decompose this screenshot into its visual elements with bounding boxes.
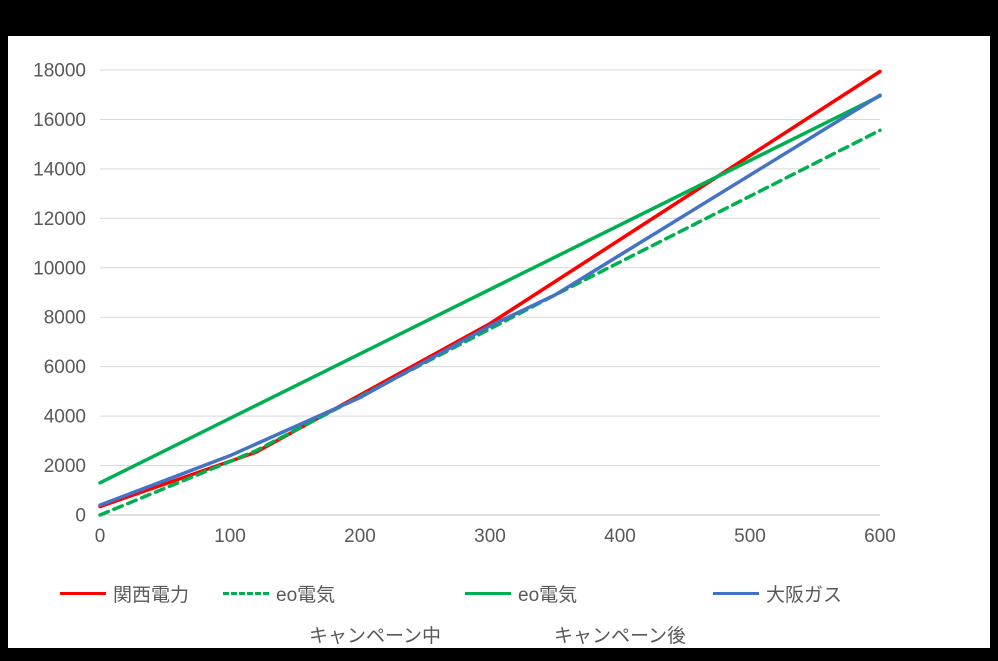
legend-sublabel-0: キャンペーン中 [308,626,442,647]
y-tick-label: 16000 [33,110,86,131]
x-tick-label: 100 [214,526,246,547]
legend-label-3: 大阪ガス [766,584,843,606]
legend-label-0: 関西電力 [113,584,190,606]
y-tick-label: 8000 [44,308,86,329]
chart-legend: 関西電力 eo電気 eo電気 大阪ガス [8,579,990,607]
legend-line-sample-0 [60,591,106,595]
y-tick-label: 12000 [33,209,86,230]
legend-label-1: eo電気 [276,584,336,606]
y-tick-label: 18000 [33,61,86,82]
chart-panel: 0 2000 4000 6000 8000 10000 12000 14000 16000 180… [8,36,990,648]
legend-item-1: eo電気 [223,579,335,607]
x-tick-label: 500 [734,526,766,547]
x-tick-label: 400 [604,526,636,547]
line-chart-plot: 0200040006000800010000120001400016000180… [33,61,896,548]
series-line-3 [98,93,882,507]
y-tick-label: 0 [75,506,86,527]
x-tick-label: 300 [474,526,506,547]
y-tick-label: 6000 [44,357,86,378]
legend-item-2: eo電気 [465,579,577,607]
x-tick-label: 0 [95,526,106,547]
y-tick-label: 2000 [44,456,86,477]
legend-line-sample-3 [713,591,759,595]
y-tick-label: 4000 [44,407,86,428]
x-tick-label: 600 [864,526,896,547]
legend-item-3: 大阪ガス [713,579,842,607]
series-line-2 [98,94,882,485]
y-tick-label: 10000 [33,258,86,279]
chart-legend-sublabels: キャンペーン中 キャンペーン後 [8,621,990,648]
legend-line-sample-1 [223,591,269,595]
legend-label-2: eo電気 [518,584,578,606]
x-tick-label: 200 [344,526,376,547]
legend-line-sample-2 [465,591,511,595]
legend-item-0: 関西電力 [60,579,189,607]
legend-sublabel-1: キャンペーン後 [553,626,687,647]
y-tick-label: 14000 [33,159,86,180]
